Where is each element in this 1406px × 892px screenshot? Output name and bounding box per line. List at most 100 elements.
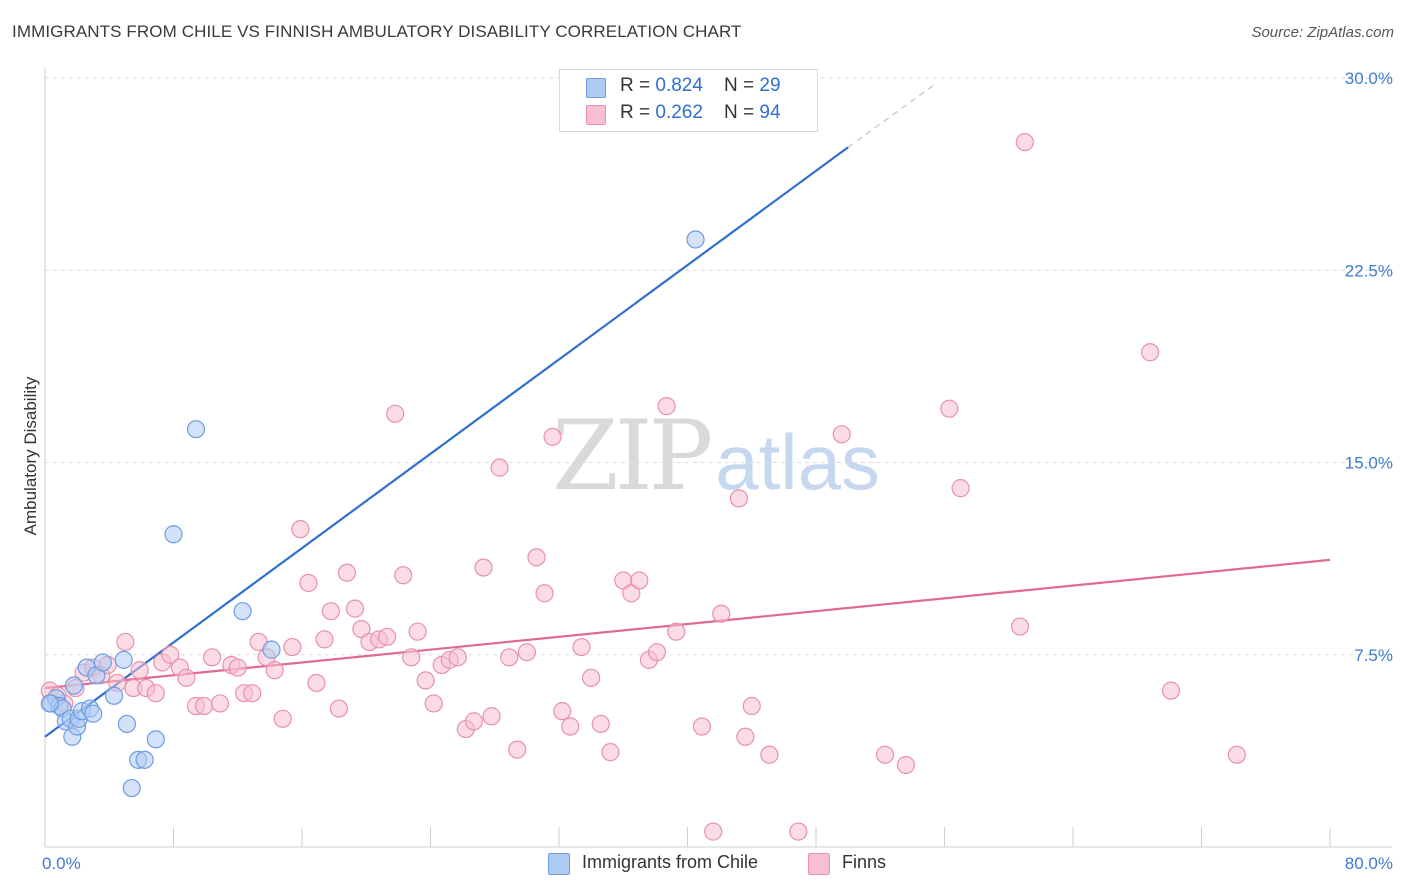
data-point — [352, 620, 371, 639]
data-point — [273, 709, 292, 728]
data-point — [474, 558, 493, 577]
data-point — [582, 668, 601, 687]
data-point — [601, 743, 620, 762]
data-point — [490, 458, 509, 477]
data-point — [517, 643, 536, 662]
series-label-finns: Finns — [842, 852, 887, 872]
data-point — [527, 548, 546, 567]
data-point — [424, 694, 443, 713]
data-point — [1015, 132, 1034, 152]
legend-r-label: R = — [620, 102, 656, 123]
y-tick-label: 7.5% — [1354, 646, 1393, 665]
data-point — [657, 397, 676, 416]
y-tick-label: 22.5% — [1345, 261, 1393, 280]
data-point — [116, 632, 135, 652]
data-point — [408, 622, 427, 641]
legend-n-value: 94 — [759, 102, 781, 123]
legend-n-value: 29 — [759, 75, 781, 96]
data-point — [896, 755, 916, 775]
chart-title: IMMIGRANTS FROM CHILE VS FINNISH AMBULAT… — [12, 22, 742, 41]
legend-swatch-finns — [586, 105, 606, 125]
data-point — [307, 673, 326, 693]
data-point — [130, 661, 149, 680]
data-point — [667, 622, 686, 641]
data-point — [760, 745, 779, 764]
trend-line — [44, 558, 1331, 690]
data-point — [146, 730, 165, 749]
data-point — [262, 640, 281, 659]
trend-line-extension — [847, 82, 937, 148]
y-tick-label: 30.0% — [1345, 69, 1393, 88]
tick-labels: 7.5% 15.0% 22.5% 30.0% 0.0% 80.0% — [42, 69, 1393, 873]
data-point — [543, 427, 562, 446]
data-point — [202, 648, 222, 667]
data-point — [114, 650, 133, 669]
data-point — [283, 637, 302, 657]
data-point — [228, 658, 247, 677]
legend-r-value: 0.824 — [655, 75, 703, 96]
data-point — [736, 727, 755, 746]
data-point — [572, 637, 591, 657]
data-point — [117, 714, 137, 734]
data-point — [591, 714, 610, 734]
correlation-legend: R = 0.824 N = 29 R = 0.262 N = 94 — [559, 69, 818, 132]
data-points — [40, 132, 1246, 841]
data-point — [704, 822, 723, 841]
data-point — [630, 571, 649, 590]
data-point — [233, 602, 252, 621]
data-point — [686, 230, 705, 249]
data-point — [378, 627, 397, 646]
data-point — [1161, 681, 1181, 700]
data-point — [64, 676, 84, 695]
data-point — [321, 602, 341, 621]
data-point — [647, 643, 667, 662]
y-tick-label: 15.0% — [1345, 454, 1393, 473]
data-point — [146, 684, 165, 703]
data-point — [1227, 745, 1246, 764]
y-axis-label: Ambulatory Disability — [21, 376, 40, 535]
data-point — [622, 584, 641, 603]
data-point — [500, 648, 519, 667]
data-point — [386, 404, 405, 423]
data-point — [553, 702, 572, 721]
data-point — [875, 745, 895, 764]
legend-r-label: R = — [620, 75, 656, 96]
trend-lines — [44, 82, 1331, 738]
grid-lines — [45, 77, 1392, 656]
data-point — [194, 696, 214, 716]
series-label-chile: Immigrants from Chile — [582, 852, 759, 872]
data-point — [508, 740, 527, 759]
data-point — [104, 686, 124, 705]
data-point — [464, 712, 483, 731]
data-point — [186, 420, 206, 439]
data-point — [345, 599, 365, 618]
data-point — [832, 425, 851, 444]
legend-r-value: 0.262 — [655, 102, 703, 123]
data-point — [164, 525, 183, 544]
data-point — [299, 573, 318, 593]
data-point — [122, 778, 141, 798]
data-point — [692, 717, 712, 736]
data-point — [135, 750, 154, 769]
data-point — [337, 563, 357, 582]
data-point — [561, 717, 580, 736]
x-tick-label: 80.0% — [1345, 854, 1393, 873]
data-point — [402, 648, 421, 667]
axes — [44, 68, 1392, 848]
data-point — [291, 520, 310, 539]
data-point — [40, 694, 59, 713]
data-point — [448, 648, 467, 667]
data-point — [329, 699, 349, 718]
legend-n-label: N = — [724, 102, 760, 123]
data-point — [742, 696, 761, 716]
source-credit: Source: ZipAtlas.com — [1251, 24, 1394, 41]
data-point — [712, 604, 731, 623]
x-tick-label: 0.0% — [42, 854, 81, 873]
data-point — [93, 653, 112, 672]
data-point — [243, 684, 262, 703]
data-point — [1010, 617, 1030, 636]
series-swatch-finns — [808, 853, 830, 875]
data-point — [210, 694, 230, 713]
data-point — [315, 630, 334, 649]
